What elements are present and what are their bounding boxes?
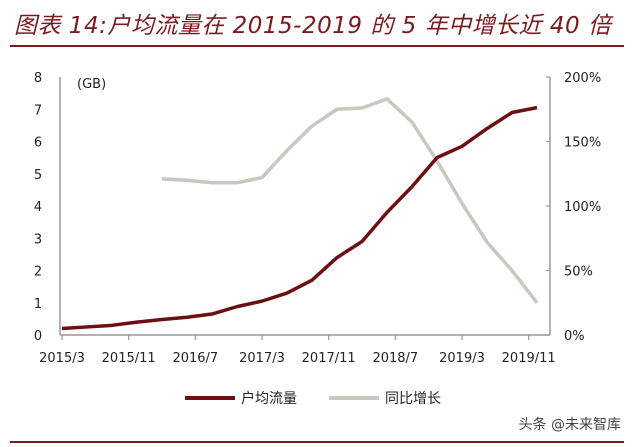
y-tick-right: 200% <box>564 71 601 86</box>
x-tick: 2019/3 <box>439 351 485 366</box>
y-tick-left: 0 <box>34 329 42 344</box>
title-divider <box>10 45 624 47</box>
chart-legend: 户均流量 同比增长 <box>185 388 473 408</box>
legend-swatch-gray <box>329 396 379 400</box>
watermark: 头条 @未来智库 <box>518 417 621 433</box>
x-tick: 2015/3 <box>39 351 85 366</box>
legend-item-yoy-growth: 同比增长 <box>329 388 441 408</box>
series-household-traffic <box>61 105 538 331</box>
series-yoy-growth <box>161 97 539 304</box>
legend-label: 户均流量 <box>241 391 297 407</box>
y-tick-right: 150% <box>564 136 601 151</box>
y-tick-left: 1 <box>34 297 42 312</box>
y-axis-unit: (GB) <box>77 77 106 92</box>
y-tick-left: 2 <box>34 265 42 280</box>
legend-item-household-traffic: 户均流量 <box>185 388 297 408</box>
x-tick: 2017/3 <box>239 351 285 366</box>
legend-swatch-red <box>185 396 235 400</box>
y-tick-left: 6 <box>34 136 42 151</box>
y-tick-left: 7 <box>34 103 42 118</box>
chart-title: 图表 14:户均流量在 2015-2019 的 5 年中增长近 40 倍 <box>14 13 612 39</box>
x-tick: 2018/7 <box>372 351 418 366</box>
x-tick: 2015/11 <box>102 351 156 366</box>
x-tick: 2019/11 <box>502 351 556 366</box>
legend-label: 同比增长 <box>385 391 441 407</box>
x-tick: 2017/11 <box>302 351 356 366</box>
y-tick-right: 50% <box>564 265 593 280</box>
y-tick-left: 8 <box>34 71 42 86</box>
x-tick: 2016/7 <box>172 351 218 366</box>
y-tick-left: 4 <box>34 200 42 215</box>
y-tick-right: 100% <box>564 200 601 215</box>
y-tick-left: 5 <box>34 168 42 183</box>
y-tick-left: 3 <box>34 232 42 247</box>
y-tick-right: 0% <box>564 329 585 344</box>
bottom-divider <box>10 441 624 443</box>
